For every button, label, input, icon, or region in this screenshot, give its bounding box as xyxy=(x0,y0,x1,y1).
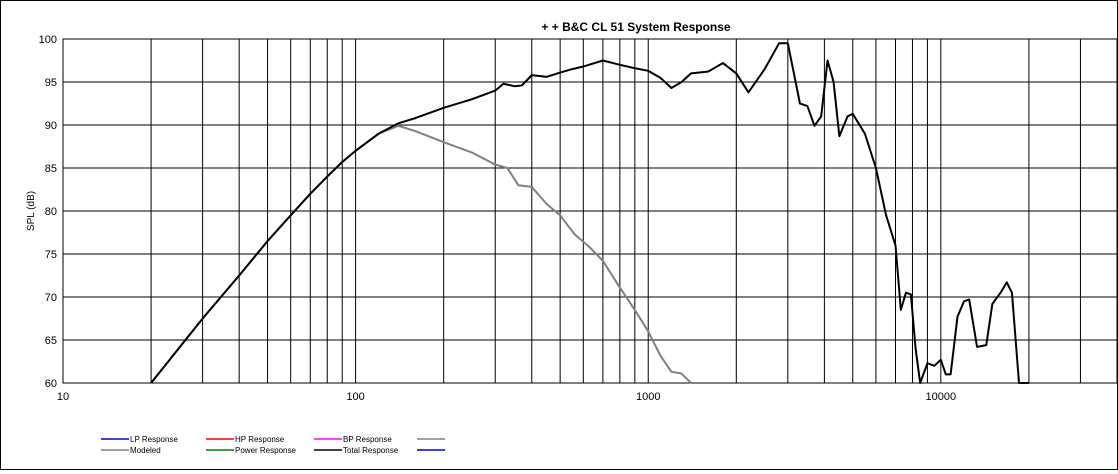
x-tick-label: 10 xyxy=(57,391,69,403)
y-tick-label: 90 xyxy=(45,120,57,132)
legend-label: HP Response xyxy=(235,435,285,444)
y-tick-label: 95 xyxy=(45,77,57,89)
x-tick-label: 100 xyxy=(346,391,364,403)
y-tick-label: 100 xyxy=(39,34,57,46)
legend-label: LP Response xyxy=(130,435,178,444)
y-axis-label: SPL (dB) xyxy=(26,191,37,231)
legend-label: Power Response xyxy=(235,446,296,455)
x-tick-label: 10000 xyxy=(926,391,957,403)
legend-label: Modeled xyxy=(130,446,161,455)
series-line-total-response xyxy=(150,42,1029,384)
y-tick-label: 85 xyxy=(45,163,57,175)
x-tick-label: 1000 xyxy=(636,391,660,403)
y-tick-label: 70 xyxy=(45,292,57,304)
y-tick-label: 60 xyxy=(45,378,57,390)
legend: LP Response HP Response BP Response Modeled… xyxy=(101,435,445,455)
y-tick-label: 75 xyxy=(45,249,57,261)
y-tick-labels: 100 95 90 85 80 75 70 65 60 xyxy=(39,34,57,390)
legend-label: Total Response xyxy=(343,446,399,455)
y-tick-label: 80 xyxy=(45,206,57,218)
chart-title: + + B&C CL 51 System Response xyxy=(541,20,731,34)
x-tick-labels: 10 100 1000 10000 xyxy=(57,391,956,403)
plot-area xyxy=(62,38,1118,384)
y-tick-label: 65 xyxy=(45,335,57,347)
legend-label: BP Response xyxy=(343,435,392,444)
